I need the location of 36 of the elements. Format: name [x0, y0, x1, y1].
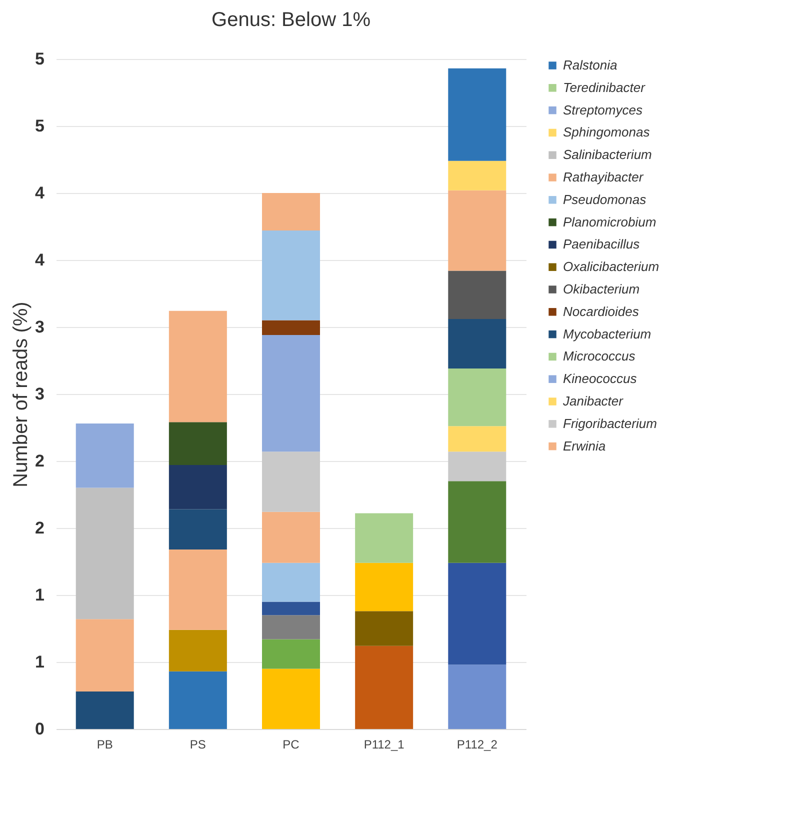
legend-label: Rathayibacter [563, 170, 644, 184]
y-tick-label: 1 [35, 586, 44, 604]
x-tick-label: PS [190, 738, 206, 752]
legend-label: Kineococcus [563, 371, 638, 386]
y-tick-label: 4 [35, 184, 46, 202]
x-tick-label: P112_2 [456, 738, 498, 752]
legend-label: Teredinibacter [563, 80, 646, 95]
legend-label: Erwinia [563, 438, 606, 454]
legend-label: Streptomyces [563, 102, 643, 118]
legend-label: Sphingomonas [563, 124, 650, 140]
legend-label: Micrococcus [563, 348, 636, 364]
y-axis-title: Number of reads (%) [10, 302, 32, 488]
y-tick-label: 5 [35, 116, 44, 136]
y-tick-label: 2 [35, 518, 44, 538]
y-tick-label: 2 [35, 452, 44, 470]
y-tick-label: 0 [35, 720, 44, 738]
legend-label: Salinibacterium [563, 147, 652, 162]
legend-label: Okibacterium [563, 282, 640, 296]
y-tick-label: 5 [35, 50, 44, 68]
legend-label: Paenibacillus [563, 236, 640, 252]
legend-label: Frigoribacterium [563, 416, 658, 431]
y-tick-label: 3 [35, 384, 44, 404]
legend-label: Pseudomonas [563, 192, 647, 207]
x-tick-label: PC [282, 738, 300, 752]
legend-label: Ralstonia [563, 58, 618, 72]
x-tick-label: PB [96, 738, 113, 752]
legend-label: Planomicrobium [563, 214, 656, 230]
legend-label: Nocardioides [563, 304, 640, 319]
y-tick-label: 3 [35, 318, 44, 336]
chart-title: Genus: Below 1% [212, 9, 371, 31]
legend-label: Oxalicibacterium [563, 259, 660, 274]
x-tick-label: P112_1 [364, 738, 405, 752]
legend-label: Janibacter [562, 394, 624, 408]
y-tick-label: 1 [35, 652, 44, 672]
legend-label: Mycobacterium [563, 326, 652, 342]
y-tick-label: 4 [35, 250, 46, 270]
